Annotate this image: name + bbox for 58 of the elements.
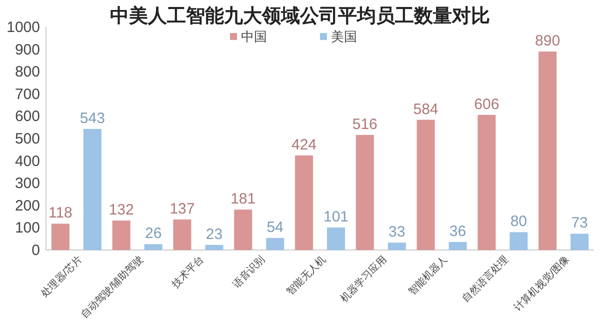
- data-label: 890: [535, 32, 560, 50]
- x-tick-label: 智能无人机: [284, 254, 328, 298]
- data-label: 606: [474, 96, 500, 113]
- bar: [448, 242, 467, 250]
- bar: [538, 52, 557, 250]
- data-label: 23: [206, 226, 223, 243]
- legend-label: 美国: [331, 29, 357, 44]
- bar: [416, 120, 435, 250]
- x-tick-label: 机器学习应用: [338, 254, 390, 305]
- x-tick-label: 处理器/芯片: [38, 254, 85, 300]
- y-tick-label: 300: [14, 175, 40, 192]
- y-tick-label: 400: [14, 152, 40, 170]
- data-label: 33: [388, 224, 406, 241]
- x-tick-label: 自然语言处理: [460, 254, 511, 305]
- bar: [266, 238, 284, 250]
- data-label: 26: [144, 225, 162, 242]
- bar: [295, 155, 313, 250]
- data-label: 101: [323, 208, 349, 226]
- data-label: 80: [510, 213, 528, 230]
- bar: [205, 244, 224, 250]
- y-tick-label: 900: [14, 41, 40, 58]
- x-tick-label: 技术平台: [168, 254, 206, 292]
- bar: [112, 220, 130, 250]
- data-label: 132: [108, 202, 134, 219]
- bar: [356, 134, 374, 250]
- y-tick-label: 200: [14, 197, 40, 214]
- x-tick-label: 语音识别: [230, 254, 268, 290]
- y-tick-label: 0: [32, 242, 40, 259]
- data-label: 516: [352, 116, 378, 133]
- bar: [388, 242, 406, 250]
- bar: [51, 224, 70, 250]
- data-label: 118: [48, 204, 72, 222]
- bar: [478, 114, 496, 250]
- x-tick-label: 智能机器人: [406, 254, 450, 298]
- data-label: 36: [449, 222, 466, 240]
- bar: [327, 227, 345, 250]
- bar: [234, 210, 252, 250]
- data-label: 73: [571, 214, 588, 232]
- x-tick-label: 计算机视觉/图像: [512, 254, 572, 314]
- bar: [144, 244, 162, 250]
- data-label: 424: [291, 136, 317, 154]
- bar: [570, 234, 589, 250]
- data-label: 181: [230, 190, 256, 208]
- y-tick-label: 700: [14, 86, 40, 103]
- data-label: 137: [170, 200, 195, 218]
- y-tick-label: 600: [14, 108, 40, 126]
- bar: [83, 128, 102, 250]
- chart-title: 中美人工智能九大领域公司平均员工数量对比: [110, 5, 490, 27]
- data-label: 543: [80, 110, 105, 127]
- bar: [510, 232, 528, 250]
- y-tick-label: 500: [14, 130, 40, 148]
- bar: [173, 219, 192, 250]
- y-tick-label: 800: [14, 64, 40, 81]
- y-tick-label: 1000: [6, 19, 40, 36]
- data-label: 584: [413, 100, 438, 118]
- y-tick-label: 100: [14, 220, 40, 237]
- legend-label: 中国: [241, 29, 267, 44]
- data-label: 54: [266, 218, 284, 236]
